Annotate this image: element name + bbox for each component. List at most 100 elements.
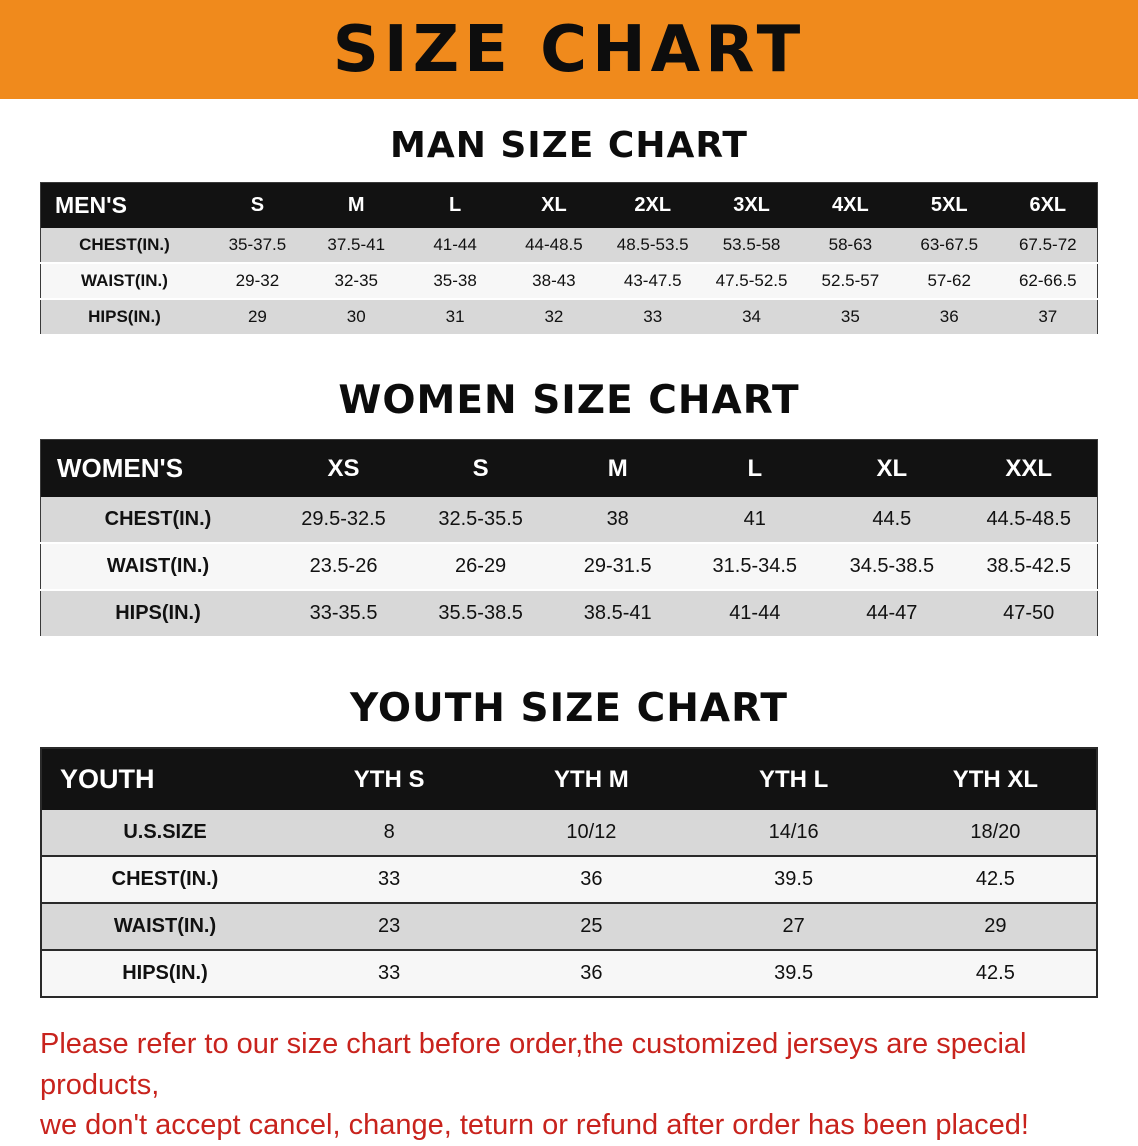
size-value-cell: 41 (743, 508, 766, 530)
size-value-cell: 25 (580, 915, 603, 937)
size-value-cell: 37 (1038, 307, 1058, 326)
size-column-header: XL (504, 182, 604, 228)
size-column-header: S (412, 439, 550, 497)
table-group-label: WOMEN'S (40, 439, 275, 497)
table-header-row: YOUTH YTH S YTH M YTH L YTH XL (41, 748, 1097, 810)
size-value-cell: 44-47 (866, 602, 918, 624)
row-label: HIPS(IN.) (115, 602, 201, 624)
row-label: WAIST(IN.) (106, 555, 210, 577)
row-label: HIPS(IN.) (122, 962, 208, 984)
row-label: CHEST(IN.) (111, 868, 219, 890)
row-label: HIPS(IN.) (88, 307, 161, 326)
men-size-table: MEN'S S M L XL 2XL 3XL 4XL 5XL 6XL CHEST(IN.) 35-37… (40, 182, 1098, 336)
size-value-cell: 57-62 (927, 271, 971, 290)
size-value-cell: 35 (840, 307, 860, 326)
size-column-header: 4XL (800, 182, 900, 228)
size-value-cell: 29-32 (235, 271, 280, 290)
banner-title: SIZE CHART (332, 12, 806, 87)
size-value-cell: 47-50 (1003, 602, 1055, 624)
size-column-header: YTH S (288, 748, 491, 810)
man-size-chart-heading: MAN SIZE CHART (390, 125, 748, 166)
size-value-cell: 37.5-41 (327, 235, 386, 254)
disclaimer-line-2: we don't accept cancel, change, teturn o… (40, 1109, 1029, 1142)
size-value-cell: 33 (378, 868, 401, 890)
size-value-cell: 31 (445, 307, 465, 326)
table-row: CHEST(IN.) 35-37.5 37.5-41 41-44 44-48.5 48.5… (40, 228, 1098, 263)
size-column-header: XXL (960, 439, 1098, 497)
size-value-cell: 38.5-42.5 (986, 555, 1071, 577)
row-label: U.S.SIZE (123, 821, 207, 843)
table-group-label: MEN'S (40, 182, 208, 228)
size-value-cell: 62-66.5 (1018, 271, 1077, 290)
size-value-cell: 36 (580, 868, 603, 890)
size-value-cell: 23.5-26 (309, 555, 378, 577)
size-value-cell: 10/12 (566, 821, 617, 843)
size-column-header: YTH XL (894, 748, 1097, 810)
size-column-header: 3XL (702, 182, 801, 228)
size-value-cell: 29 (247, 307, 267, 326)
size-column-header: 5XL (899, 182, 999, 228)
size-value-cell: 29.5-32.5 (301, 508, 386, 530)
size-value-cell: 63-67.5 (920, 235, 979, 254)
table-row: WAIST(IN.) 23 25 27 29 (41, 903, 1097, 950)
size-column-header: 6XL (998, 182, 1098, 228)
size-value-cell: 38.5-41 (583, 602, 652, 624)
size-value-cell: 34.5-38.5 (849, 555, 935, 577)
youth-size-chart-heading: YOUTH SIZE CHART (350, 686, 788, 731)
size-value-cell: 34 (742, 307, 762, 326)
disclaimer: Please refer to our size chart before or… (40, 1024, 1094, 1146)
row-label: WAIST(IN.) (113, 915, 217, 937)
size-value-cell: 48.5-53.5 (616, 235, 689, 254)
women-size-table: WOMEN'S XS S M L XL XXL CHEST(IN.) 29.5-32.5 32.5… (40, 439, 1098, 638)
size-value-cell: 26-29 (455, 555, 507, 577)
size-value-cell: 14/16 (768, 821, 819, 843)
size-column-header: 2XL (603, 182, 703, 228)
size-column-header: YTH M (490, 748, 693, 810)
size-column-header: XS (275, 439, 413, 497)
size-column-header: M (549, 439, 687, 497)
disclaimer-line-1: Please refer to our size chart before or… (40, 1028, 1027, 1101)
size-value-cell: 32 (544, 307, 564, 326)
size-value-cell: 32-35 (334, 271, 378, 290)
table-row: WAIST(IN.) 23.5-26 26-29 29-31.5 31.5-34.5 34… (40, 543, 1098, 590)
size-value-cell: 35-37.5 (228, 235, 287, 254)
size-value-cell: 18/20 (970, 821, 1021, 843)
size-value-cell: 38-43 (532, 271, 576, 290)
table-row: CHEST(IN.) 29.5-32.5 32.5-35.5 38 41 44.5 44.5… (40, 497, 1098, 543)
row-label: CHEST(IN.) (79, 235, 170, 254)
size-value-cell: 43-47.5 (623, 271, 682, 290)
size-value-cell: 58-63 (828, 235, 873, 254)
size-value-cell: 31.5-34.5 (712, 555, 798, 577)
size-value-cell: 42.5 (975, 868, 1015, 890)
size-value-cell: 35-38 (433, 271, 477, 290)
size-value-cell: 33 (378, 962, 401, 984)
size-value-cell: 39.5 (774, 962, 814, 984)
size-column-header: XL (823, 439, 961, 497)
table-header-row: WOMEN'S XS S M L XL XXL (40, 439, 1098, 497)
size-value-cell: 27 (782, 915, 805, 937)
size-value-cell: 44.5 (872, 508, 912, 530)
size-value-cell: 35.5-38.5 (438, 602, 523, 624)
table-row: U.S.SIZE 8 10/12 14/16 18/20 (41, 810, 1097, 856)
size-value-cell: 29-31.5 (583, 555, 652, 577)
banner: SIZE CHART (0, 0, 1138, 99)
size-column-header: L (686, 439, 824, 497)
size-value-cell: 29 (984, 915, 1007, 937)
size-value-cell: 36 (580, 962, 603, 984)
size-value-cell: 41-44 (729, 602, 781, 624)
table-row: CHEST(IN.) 33 36 39.5 42.5 (41, 856, 1097, 903)
section-youth-size-chart: YOUTH SIZE CHART YOUTH YTH S YTH M YTH L YTH… (0, 686, 1138, 998)
size-column-header: L (405, 182, 505, 228)
youth-size-table: YOUTH YTH S YTH M YTH L YTH XL U.S.SIZE 8 10/12… (40, 747, 1098, 998)
size-value-cell: 52.5-57 (821, 271, 880, 290)
size-value-cell: 8 (383, 821, 395, 843)
size-value-cell: 47.5-52.5 (715, 271, 788, 290)
size-column-header: M (306, 182, 406, 228)
size-value-cell: 39.5 (774, 868, 814, 890)
size-value-cell: 36 (939, 307, 959, 326)
size-value-cell: 44.5-48.5 (986, 508, 1071, 530)
size-value-cell: 33-35.5 (309, 602, 378, 624)
row-label: WAIST(IN.) (81, 271, 168, 290)
size-value-cell: 67.5-72 (1018, 235, 1077, 254)
size-column-header: S (208, 182, 307, 228)
